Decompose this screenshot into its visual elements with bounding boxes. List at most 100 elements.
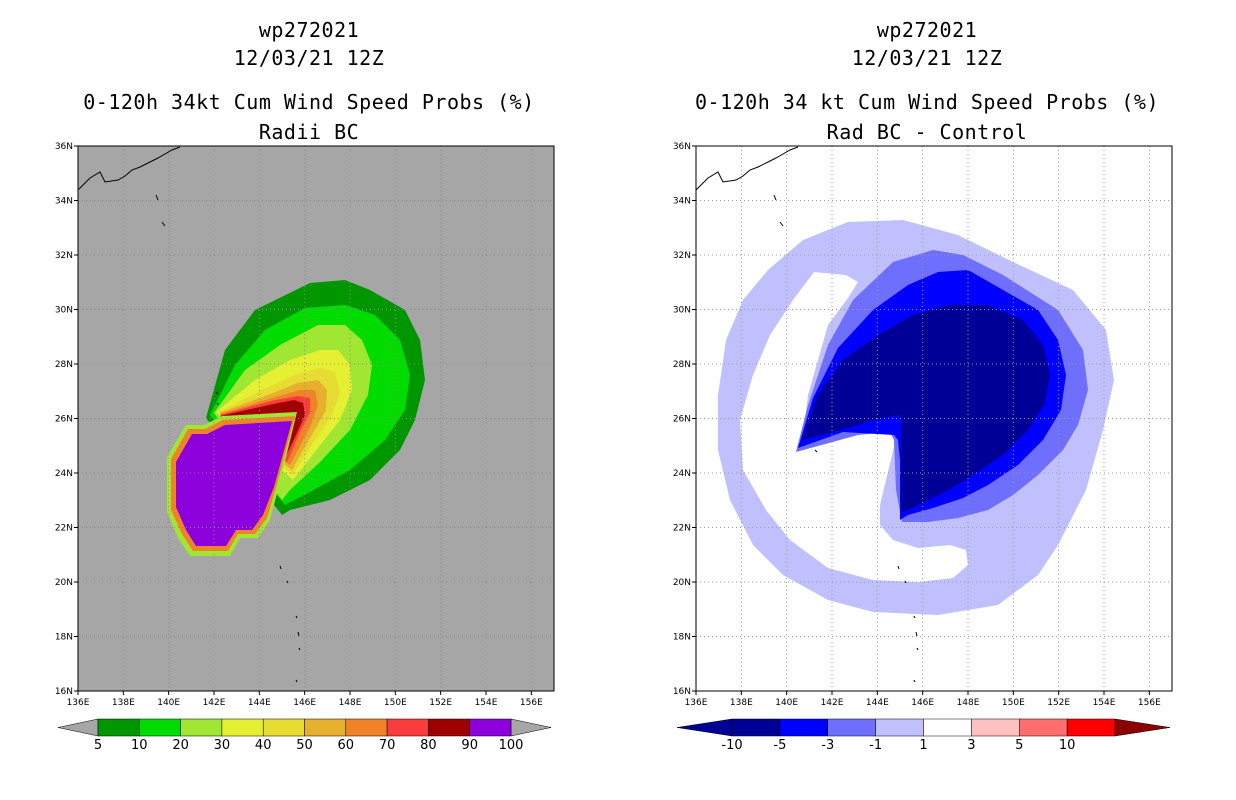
left-colorbar-swatch <box>386 718 429 737</box>
left-x-tick-label: 136E <box>67 698 90 708</box>
left-colorbar-low-arrow <box>57 718 99 737</box>
left-y-tick-label: 16N <box>55 687 73 697</box>
left-y-tick-label: 28N <box>55 360 73 370</box>
right-y-tick-label: 24N <box>673 469 691 479</box>
left-y-tick-label: 30N <box>55 306 73 316</box>
right-x-tick-label: 146E <box>911 698 934 708</box>
mariana-islands <box>279 565 301 683</box>
left-datetime: 12/03/21 12Z <box>233 46 385 70</box>
right-colorbar-label: 3 <box>967 738 975 753</box>
left-colorbar-label: 30 <box>214 738 231 753</box>
left-x-tick-label: 154E <box>475 698 498 708</box>
left-x-tick-label: 146E <box>293 698 316 708</box>
left-colorbar-label: 40 <box>255 738 272 753</box>
right-colorbar-label: -3 <box>821 738 834 753</box>
left-colorbar-label: 90 <box>461 738 478 753</box>
left-chart-subtitle: Radii BC <box>258 120 360 144</box>
left-x-tick-label: 142E <box>203 698 226 708</box>
right-colorbar-low-arrow <box>676 718 733 737</box>
left-colorbar-swatch <box>304 718 347 737</box>
left-y-tick-label: 32N <box>55 251 73 261</box>
right-colorbar: -10 -5 -3 -1 1 3 5 10 <box>676 718 1171 753</box>
left-colorbar-label: 50 <box>296 738 313 753</box>
right-x-tick-label: 154E <box>1093 698 1116 708</box>
bonin-islands <box>215 391 219 406</box>
left-colorbar-swatch <box>139 718 181 737</box>
left-y-tick-label: 20N <box>55 578 73 588</box>
izu-islands <box>155 194 166 227</box>
left-colorbar-swatch <box>345 718 388 737</box>
right-difference-contours <box>718 220 1114 615</box>
left-colorbar-swatch <box>180 718 223 737</box>
right-y-axis: 16N 18N 20N 22N 24N 26N 28N 30N 32N 34N 36N <box>673 142 696 697</box>
right-x-tick-label: 142E <box>821 698 844 708</box>
left-y-tick-label: 24N <box>55 469 73 479</box>
right-colorbar-swatch <box>731 718 781 737</box>
left-panel: wp272021 12/03/21 12Z 0-120h 34kt Cum Wi… <box>55 18 555 753</box>
right-x-tick-label: 150E <box>1002 698 1025 708</box>
left-x-tick-label: 156E <box>520 698 543 708</box>
japan-coastline <box>77 146 181 191</box>
left-colorbar-label: 10 <box>131 738 148 753</box>
right-x-tick-label: 136E <box>685 698 708 708</box>
left-y-tick-label: 36N <box>55 142 73 152</box>
left-x-axis: 136E 138E 140E 142E 144E 146E 148E 150E 152E 154E… <box>67 691 543 708</box>
right-panel: wp272021 12/03/21 12Z 0-120h 34 kt Cum W… <box>618 0 1236 800</box>
right-y-tick-label: 30N <box>673 306 691 316</box>
left-colorbar-label: 5 <box>94 738 102 753</box>
japan-coastline <box>695 146 799 191</box>
left-x-tick-label: 150E <box>384 698 407 708</box>
left-x-tick-label: 138E <box>112 698 135 708</box>
right-y-tick-label: 34N <box>673 197 691 207</box>
right-colorbar-swatch <box>923 718 972 737</box>
contour-90pct <box>176 421 292 546</box>
right-colorbar-swatch <box>1066 718 1116 737</box>
left-colorbar-high-arrow <box>510 718 552 737</box>
right-colorbar-high-arrow <box>1114 718 1171 737</box>
right-x-tick-label: 152E <box>1047 698 1070 708</box>
left-colorbar-label: 20 <box>172 738 189 753</box>
right-x-tick-label: 140E <box>775 698 798 708</box>
left-colorbar-label: 70 <box>379 738 396 753</box>
left-colorbar-swatch <box>221 718 264 737</box>
right-x-tick-label: 144E <box>866 698 889 708</box>
left-colorbar-swatch <box>428 718 470 737</box>
mariana-islands <box>897 565 919 683</box>
left-y-tick-label: 34N <box>55 197 73 207</box>
left-y-axis: 16N 18N 20N 22N 24N 26N 28N 30N 32N 34N 36N <box>55 142 78 697</box>
right-storm-id: wp272021 <box>876 18 978 42</box>
left-colorbar: 5 10 20 30 40 50 60 70 80 90 100 <box>57 718 552 753</box>
izu-islands <box>773 194 784 227</box>
right-colorbar-swatch <box>827 718 876 737</box>
right-chart-subtitle: Rad BC - Control <box>826 120 1028 144</box>
right-y-tick-label: 20N <box>673 578 691 588</box>
left-colorbar-label: 100 <box>499 738 524 753</box>
right-colorbar-swatch <box>875 718 924 737</box>
right-y-tick-label: 18N <box>673 633 691 643</box>
right-difference-map: 136E 138E 140E 142E 144E 146E 148E 150E 152E 154E… <box>673 142 1173 753</box>
right-y-tick-label: 16N <box>673 687 691 697</box>
right-colorbar-label: -10 <box>721 738 742 753</box>
left-colorbar-swatch <box>469 718 512 737</box>
right-y-tick-label: 32N <box>673 251 691 261</box>
right-colorbar-label: 10 <box>1059 738 1076 753</box>
right-y-tick-label: 36N <box>673 142 691 152</box>
right-colorbar-label: -1 <box>869 738 882 753</box>
right-x-axis: 136E 138E 140E 142E 144E 146E 148E 150E 152E 154E… <box>685 691 1161 708</box>
right-y-tick-label: 22N <box>673 524 691 534</box>
right-colorbar-swatch <box>1019 718 1068 737</box>
right-colorbar-swatch <box>971 718 1020 737</box>
bonin-islands <box>814 449 818 453</box>
right-x-tick-label: 138E <box>730 698 753 708</box>
left-colorbar-swatch <box>262 718 305 737</box>
left-coastline <box>77 146 301 683</box>
left-x-tick-label: 152E <box>429 698 452 708</box>
left-colorbar-label: 80 <box>420 738 437 753</box>
right-y-tick-label: 26N <box>673 415 691 425</box>
right-colorbar-label: 5 <box>1015 738 1023 753</box>
right-y-tick-label: 28N <box>673 360 691 370</box>
left-colorbar-swatch <box>97 718 140 737</box>
left-x-tick-label: 148E <box>339 698 362 708</box>
left-y-tick-label: 18N <box>55 633 73 643</box>
right-x-tick-label: 148E <box>957 698 980 708</box>
